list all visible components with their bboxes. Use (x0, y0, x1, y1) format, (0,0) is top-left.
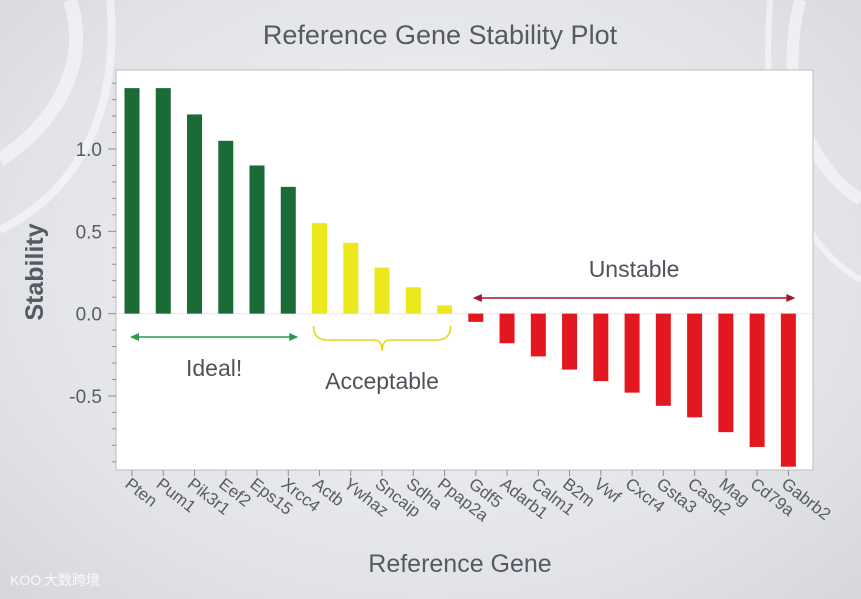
bar-b2m (562, 313, 578, 370)
bar-sncaip (374, 267, 390, 314)
bar-eps15 (249, 165, 265, 314)
bar-gsta3 (655, 313, 671, 406)
bar-gabrb2 (780, 313, 796, 467)
watermark: KOO 大数跨境 (10, 572, 100, 588)
ideal-arrow-left-head (130, 333, 139, 341)
unstable-arrow-right-head (786, 294, 796, 302)
bar-vwf (593, 313, 609, 382)
bar-cd79a (749, 313, 765, 447)
bar-sdha (405, 287, 421, 314)
ideal-arrow-right-head (289, 333, 299, 341)
watermark-logo: KOO (10, 572, 41, 588)
acceptable-label: Acceptable (325, 368, 439, 394)
bar-ywhaz (343, 242, 359, 314)
bar-series (124, 88, 796, 467)
bar-pum1 (155, 88, 171, 314)
watermark-text: 大数跨境 (44, 572, 100, 588)
y-tick-label: -0.5 (69, 387, 102, 408)
bar-adarb1 (499, 313, 515, 344)
y-axis-ticks: -0.5 0.0 0.5 1.0 (69, 82, 116, 463)
bar-gdf5 (468, 313, 484, 322)
bar-mag (718, 313, 734, 433)
unstable-arrow-left-head (472, 294, 482, 302)
y-tick-label: 0.0 (76, 305, 102, 326)
y-axis-title: Stability (21, 223, 49, 320)
chart-title: Reference Gene Stability Plot (263, 20, 618, 50)
category-labels: PtenPum1Pik3r1Eef2Eps15Xrcc4ActbYwhazSnc… (122, 474, 835, 525)
y-tick-label: 1.0 (76, 140, 102, 161)
ideal-label: Ideal! (186, 355, 242, 381)
unstable-label: Unstable (589, 256, 680, 282)
category-label: Pten (122, 474, 161, 511)
group-annotations: Ideal! Acceptable Unstable (130, 256, 796, 394)
bar-pik3r1 (187, 114, 203, 314)
bar-casq2 (687, 313, 703, 418)
bar-pten (124, 88, 140, 314)
y-tick-label: 0.5 (76, 222, 102, 243)
x-axis-title: Reference Gene (368, 550, 551, 578)
bar-cxcr4 (624, 313, 640, 393)
category-label: Vwf (590, 474, 624, 507)
bar-eef2 (218, 140, 234, 314)
acceptable-brace (312, 325, 452, 352)
x-axis-ticks (131, 470, 789, 476)
bar-calm1 (530, 313, 546, 357)
bar-xrcc4 (280, 186, 296, 314)
bar-actb (312, 223, 328, 314)
bar-ppap2a (437, 305, 453, 314)
